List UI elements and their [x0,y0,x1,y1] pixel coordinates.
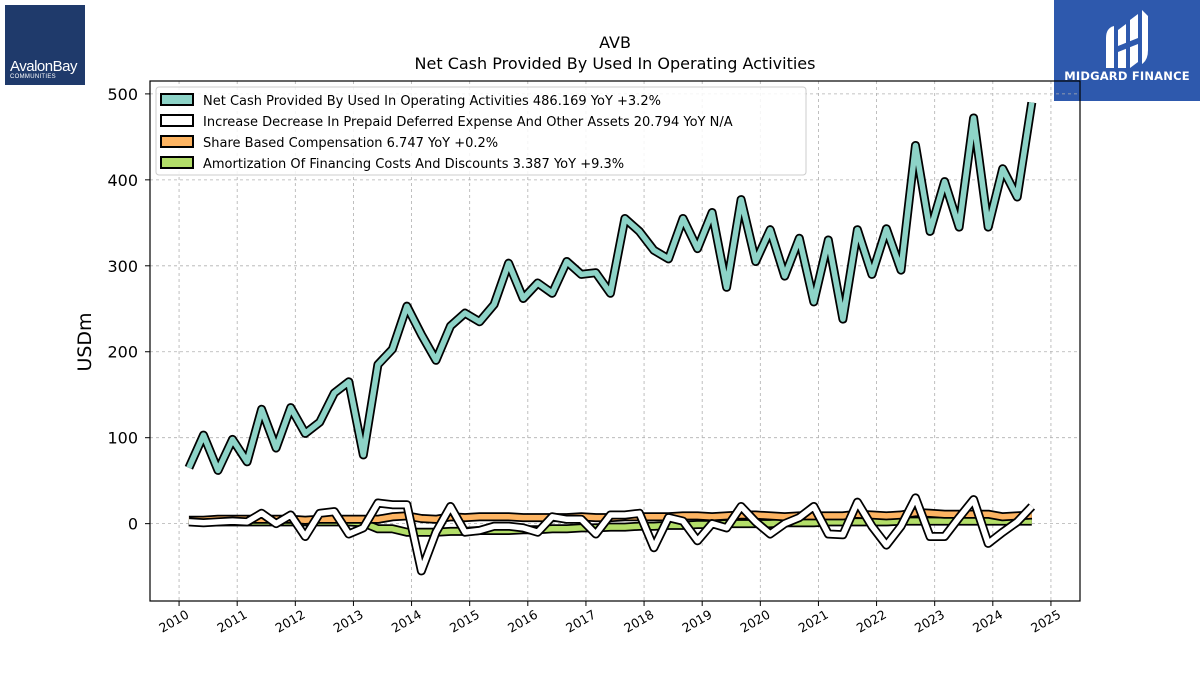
x-tick-label: 2019 [679,607,714,636]
x-tick-label: 2020 [738,607,773,636]
x-tick-label: 2011 [214,607,249,636]
legend-label: Increase Decrease In Prepaid Deferred Ex… [203,115,733,130]
x-tick-label: 2017 [563,607,598,636]
y-tick-label: 500 [107,85,138,104]
plot-frame [149,80,1081,602]
x-tick-label: 2022 [854,607,889,636]
y-tick-label: 300 [107,257,138,276]
x-tick-label: 2013 [331,607,366,636]
chart-title-block: AVB Net Cash Provided By Used In Operati… [300,32,930,74]
legend-box [155,86,807,176]
avalonbay-logo-sub: COMMUNITIES [10,74,56,80]
chart-title: AVB [599,33,631,52]
midgard-finance-logo: MIDGARD FINANCE [1054,0,1200,101]
legend-swatch [160,93,194,106]
avalonbay-logo: AvalonBay COMMUNITIES [5,5,85,85]
x-tick-label: 2014 [389,607,424,636]
series-1 [184,101,1037,475]
midgard-finance-logo-name: MIDGARD FINANCE [1064,69,1190,83]
y-tick-label: 100 [107,429,138,448]
legend-swatch [160,156,194,169]
x-tick-label: 2012 [273,607,308,636]
x-tick-label: 2018 [621,607,656,636]
series-2 [188,493,1036,576]
series-lines [184,101,1037,576]
series-line [188,495,1034,574]
x-tick-label: 2015 [447,607,482,636]
avalonbay-logo-name: AvalonBay [10,58,77,75]
legend-swatch [160,135,194,148]
y-tick-label: 400 [107,171,138,190]
series-line-outline [188,493,1036,576]
legend-label: Amortization Of Financing Costs And Disc… [203,157,624,172]
x-tick-label: 2023 [912,607,947,636]
chart-subtitle: Net Cash Provided By Used In Operating A… [414,54,816,73]
y-tick-label: 200 [107,343,138,362]
y-axis-label: USDm [74,312,96,371]
midgard-mark-icon [1106,10,1148,68]
x-tick-label: 2010 [156,607,191,636]
x-tick-label: 2025 [1028,607,1063,636]
y-tick-label: 0 [128,515,138,534]
x-tick-label: 2016 [505,607,540,636]
legend: Net Cash Provided By Used In Operating A… [155,86,807,176]
legend-swatch [160,114,194,127]
series-line [186,102,1035,474]
x-tick-label: 2021 [796,607,831,636]
x-tick-label: 2024 [970,607,1005,636]
legend-label: Net Cash Provided By Used In Operating A… [203,94,661,109]
legend-label: Share Based Compensation 6.747 YoY +0.2% [203,136,498,151]
